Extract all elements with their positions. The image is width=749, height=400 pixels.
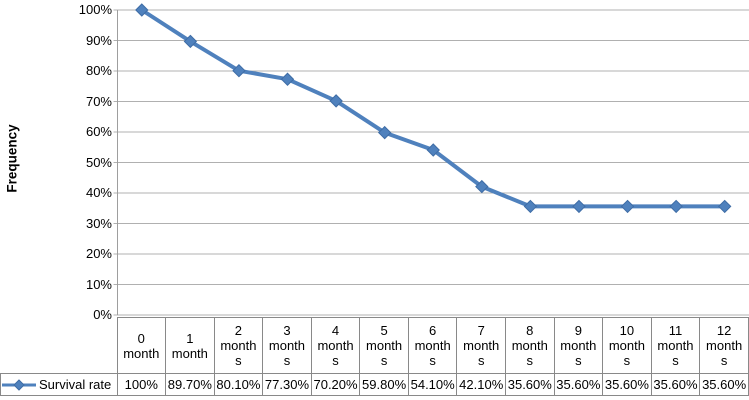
y-tick-label: 100% (78, 2, 112, 17)
y-tick-label: 50% (85, 154, 112, 170)
category-cell: 6 months (407, 317, 458, 374)
plot-area (113, 3, 749, 316)
value-cell: 89.70% (165, 373, 215, 396)
legend-label: Survival rate (39, 377, 112, 392)
category-cell: 7 months (456, 317, 506, 374)
value-cell: 42.10% (456, 373, 506, 396)
value-cell: 70.20% (310, 373, 361, 396)
legend-line-marker-icon (2, 378, 36, 391)
value-cell: 35.60% (602, 373, 652, 396)
survival-rate-line (139, 8, 727, 209)
data-point-marker (620, 199, 635, 214)
data-point-marker (426, 143, 440, 157)
value-cell: 35.60% (505, 373, 555, 396)
category-cell: 5 months (359, 317, 409, 374)
category-cell: 3 months (262, 317, 312, 374)
y-tick-label: 30% (85, 215, 112, 231)
data-point-marker (329, 94, 343, 108)
category-cell: 9 months (553, 317, 604, 374)
legend-cell: Survival rate (0, 373, 118, 396)
category-cell: 1 month (165, 317, 215, 374)
category-cell: 0 month (116, 317, 167, 374)
data-point-marker (135, 3, 149, 17)
value-cell: 35.60% (650, 373, 701, 396)
data-table: 0 month 1 month 2 months 3 months 4 months 5 … (0, 317, 749, 396)
y-tick-label: 40% (85, 185, 112, 200)
value-cell: 59.80% (359, 373, 409, 396)
value-cell: 80.10% (213, 373, 264, 396)
y-tick-label: 80% (85, 63, 112, 78)
value-cell: 77.30% (262, 373, 312, 396)
data-point-marker (523, 199, 538, 214)
category-cell: 12 months (699, 317, 749, 374)
category-cell: 2 months (213, 317, 264, 374)
legend: Survival rate (1, 377, 116, 392)
category-cell: 11 months (650, 317, 701, 374)
table-header-row: 0 month 1 month 2 months 3 months 4 months 5 … (1, 317, 749, 374)
data-point-marker (280, 72, 295, 86)
value-cell: 35.60% (553, 373, 604, 396)
value-cell: 54.10% (407, 373, 458, 396)
y-tick-label: 90% (85, 32, 112, 48)
data-point-marker (669, 199, 683, 214)
y-tick-label: 70% (85, 93, 112, 109)
data-point-marker (475, 179, 489, 194)
data-point-marker (232, 63, 246, 78)
data-point-marker (718, 199, 732, 214)
table-corner-spacer (1, 318, 118, 374)
data-point-marker (183, 34, 198, 49)
category-cell: 8 months (505, 317, 555, 374)
category-cell: 4 months (310, 317, 361, 374)
table-value-row: Survival rate 100% 89.70% 80.10% 77.30% 70.2… (0, 373, 749, 396)
data-point-marker (377, 125, 392, 140)
y-tick-label: 0% (93, 307, 112, 322)
category-cell: 10 months (602, 317, 652, 374)
y-tick-label: 10% (85, 276, 112, 292)
data-point-marker (572, 199, 586, 214)
value-cell: 100% (116, 373, 167, 396)
y-tick-label: 60% (85, 124, 112, 139)
y-tick-label: 20% (85, 246, 112, 261)
value-cell: 35.60% (699, 373, 749, 396)
